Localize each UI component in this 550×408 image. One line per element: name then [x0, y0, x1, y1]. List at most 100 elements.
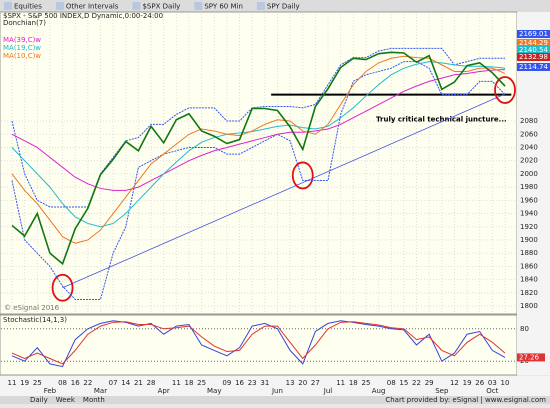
x-tick-label: 10	[501, 379, 510, 387]
y-tick-label: 1940	[520, 210, 538, 218]
x-tick-label: 19	[463, 379, 472, 387]
toolbar-button[interactable]	[256, 2, 265, 10]
y-tick-label: 1900	[520, 236, 538, 244]
x-tick-label: 22	[83, 379, 92, 387]
x-tick-label: 16	[71, 379, 80, 387]
y-tick-label: 1880	[520, 249, 538, 257]
x-tick-label: 12	[450, 379, 459, 387]
toolbar-button[interactable]	[132, 2, 141, 10]
x-tick-label: 03	[488, 379, 497, 387]
series-line-lower	[11, 61, 506, 300]
y-tick-label: 2020	[520, 157, 538, 165]
x-tick-label: 18	[185, 379, 194, 387]
legend-entry: MA(19,C)w	[3, 44, 41, 52]
footer-tab[interactable]: Month	[83, 396, 105, 404]
value-box-label: 2132.98	[519, 53, 548, 61]
value-box-label: 2144.29	[519, 39, 548, 47]
series-line	[11, 51, 506, 266]
value-box	[517, 63, 550, 71]
x-tick-label: 29	[425, 379, 434, 387]
x-tick-label: 20	[298, 379, 307, 387]
toolbar-button[interactable]	[194, 2, 203, 10]
value-box-label: 27.26	[519, 353, 540, 361]
footer-tab[interactable]: Daily	[30, 396, 48, 404]
series-line	[11, 320, 506, 368]
panel-subtitle: Donchian(7)	[3, 19, 46, 27]
y-tick-label: 2040	[520, 143, 538, 151]
y-tick-label: 80	[520, 325, 529, 333]
x-tick-label: 09	[222, 379, 231, 387]
y-tick-label: 1820	[520, 289, 538, 297]
value-box	[517, 30, 550, 38]
x-month-label: Oct	[486, 387, 498, 395]
y-tick-label: 2000	[520, 170, 538, 178]
y-tick-label: 1860	[520, 262, 538, 270]
x-month-label: Sep	[435, 387, 449, 395]
value-box-label: 2140.54	[519, 46, 548, 54]
toolbar-item[interactable]: Other Intervals	[66, 3, 119, 11]
value-box	[517, 353, 545, 362]
x-month-label: May	[207, 387, 221, 395]
x-tick-label: 14	[121, 379, 130, 387]
watermark: © eSignal 2016	[4, 304, 60, 312]
stochastic-panel	[0, 314, 518, 376]
x-month-label: Jul	[323, 387, 333, 395]
x-month-label: Feb	[44, 387, 57, 395]
toolbar-item[interactable]: SPY Daily	[267, 3, 300, 11]
date-axis	[0, 376, 550, 396]
panel-title: Stochastic(14,1,3)	[3, 316, 67, 324]
x-tick-label: 08	[58, 379, 67, 387]
annotation: Truly critical technical juncture...	[376, 116, 507, 124]
y-tick-label: 2080	[520, 117, 538, 125]
x-tick-label: 11	[172, 379, 181, 387]
series-line	[11, 61, 506, 228]
x-tick-label: 31	[260, 379, 269, 387]
highlight-circle	[291, 161, 314, 190]
toolbar-item[interactable]: SPY 60 Min	[204, 3, 243, 11]
x-month-label: Mar	[94, 387, 107, 395]
x-tick-label: 18	[349, 379, 358, 387]
series-line	[11, 69, 506, 191]
highlight-circle	[494, 76, 516, 104]
y-tick-label: 1980	[520, 183, 538, 191]
x-tick-label: 07	[109, 379, 118, 387]
x-tick-label: 19	[20, 379, 29, 387]
value-box-label: 2114.74	[519, 63, 548, 71]
x-tick-label: 15	[399, 379, 408, 387]
y-tick-label: 1920	[520, 223, 538, 231]
footer-credit: Chart provided by: eSignal | www.esignal…	[385, 396, 546, 404]
x-month-label: Jun	[271, 387, 283, 395]
toolbar-item[interactable]: $SPX Daily	[142, 3, 180, 11]
x-month-label: Aug	[372, 387, 386, 395]
series-line	[11, 321, 506, 365]
x-tick-label: 13	[286, 379, 295, 387]
y-tick-label: 1800	[520, 302, 538, 310]
value-box	[517, 39, 550, 47]
legend-entry: MA(39,C)w	[3, 36, 41, 44]
toolbar-button[interactable]	[4, 2, 12, 10]
x-tick-label: 16	[235, 379, 244, 387]
value-box	[517, 53, 550, 61]
x-tick-label: 21	[134, 379, 143, 387]
footer-tab[interactable]: Week	[56, 396, 76, 404]
panel-title: $SPX - S&P 500 INDEX,D Dynamic,0:00-24:0…	[3, 12, 163, 20]
legend-entry: MA(10,C)w	[3, 52, 41, 60]
y-tick-label: 1840	[520, 276, 538, 284]
x-tick-label: 26	[475, 379, 484, 387]
x-tick-label: 28	[147, 379, 156, 387]
footer	[0, 396, 550, 404]
x-tick-label: 25	[197, 379, 206, 387]
toolbar-item[interactable]: Equities	[14, 3, 42, 11]
y-tick-label: 2060	[520, 130, 538, 138]
toolbar-button[interactable]	[55, 2, 64, 10]
trend-line	[62, 93, 506, 289]
highlight-circle	[51, 273, 74, 302]
x-tick-label: 23	[248, 379, 257, 387]
x-tick-label: 08	[387, 379, 396, 387]
x-tick-label: 25	[33, 379, 42, 387]
series-line	[11, 55, 506, 244]
y-tick-label: 1960	[520, 196, 538, 204]
x-tick-label: 22	[412, 379, 421, 387]
x-tick-label: 25	[361, 379, 370, 387]
